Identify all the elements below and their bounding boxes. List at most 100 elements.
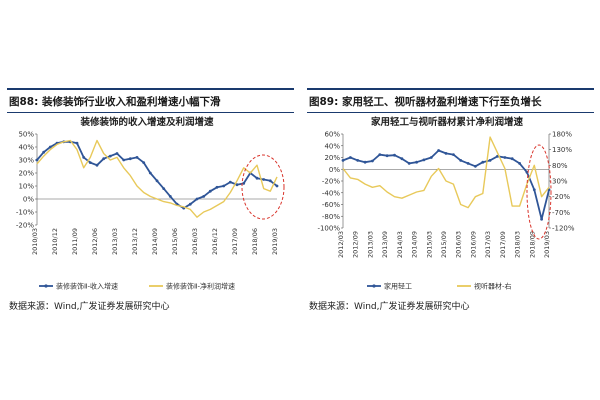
- y-tick-label: -20%: [16, 222, 34, 230]
- data-point: [168, 195, 172, 198]
- x-tick-label: 2019/03: [271, 228, 279, 255]
- x-tick-label: 2014/09: [411, 231, 419, 258]
- data-point: [378, 153, 382, 156]
- x-tick-label: 2012/06: [91, 228, 99, 255]
- legend-label: 家用轻工: [384, 282, 412, 291]
- y-tick-label: -100%: [317, 225, 340, 233]
- figure-89-title: 家用轻工、视听器材盈利增速下行至负增长: [341, 96, 542, 108]
- figure-88-source: 数据来源：Wind,广发证券发展研究中心: [9, 302, 170, 312]
- legend-label: 视听器材-右: [474, 282, 512, 291]
- x-tick-label: 2013/03: [366, 231, 374, 258]
- data-point: [48, 145, 52, 149]
- y2-tick-label: -20%: [552, 193, 570, 201]
- data-point: [135, 156, 139, 159]
- highlight-circle: [241, 154, 285, 220]
- figure-89-heading: 图89: 家用轻工、视听器材盈利增速下行至负增长: [309, 94, 541, 109]
- figure-88-heading: 图88: 装修装饰行业收入和盈利增速小幅下滑: [9, 94, 220, 109]
- figure-88-title: 装修装饰行业收入和盈利增速小幅下滑: [41, 96, 221, 108]
- figure-89-source: 数据来源：Wind,广发证券发展研究中心: [309, 302, 470, 312]
- data-point: [510, 157, 514, 161]
- data-point: [208, 189, 212, 193]
- data-point: [268, 179, 272, 183]
- data-point: [437, 149, 440, 152]
- data-point: [466, 162, 470, 165]
- data-point: [407, 162, 411, 165]
- data-point: [262, 178, 266, 181]
- x-tick-label: 2018/06: [251, 228, 259, 255]
- data-point: [142, 161, 146, 164]
- x-tick-label: 2010/12: [51, 228, 59, 255]
- data-point: [148, 171, 152, 175]
- x-tick-label: 2018/09: [528, 231, 536, 258]
- x-tick-label: 2012/09: [352, 231, 360, 258]
- data-point: [488, 159, 492, 162]
- data-point: [452, 153, 455, 156]
- chart-title: 装修装饰的收入增速及利润增速: [79, 116, 214, 128]
- data-point: [393, 153, 396, 157]
- data-point: [255, 176, 259, 180]
- y-tick-label: 50%: [18, 131, 34, 139]
- series-line: [342, 149, 550, 221]
- x-tick-label: 2016/09: [469, 231, 477, 258]
- x-tick-label: 2011/09: [71, 228, 79, 255]
- figure-88-label: 图88:: [9, 96, 39, 108]
- data-point: [108, 154, 112, 158]
- data-point: [42, 150, 46, 154]
- data-point: [518, 162, 521, 165]
- x-tick-label: 2014/09: [151, 228, 159, 255]
- y-tick-label: 40%: [18, 144, 34, 152]
- data-point: [385, 154, 389, 158]
- data-point: [35, 158, 39, 162]
- data-point: [115, 152, 119, 155]
- data-point: [422, 158, 426, 162]
- data-point: [356, 159, 360, 162]
- data-point: [415, 160, 418, 164]
- x-tick-label: 2017/03: [484, 231, 492, 258]
- x-tick-label: 2012/03: [337, 231, 345, 258]
- x-tick-label: 2013/09: [381, 231, 389, 258]
- y-tick-label: -20%: [322, 178, 340, 186]
- data-point: [88, 161, 92, 164]
- data-point: [222, 184, 226, 188]
- figure-88-panel: 图88: 装修装饰行业收入和盈利增速小幅下滑 装修装饰的收入增速及利润增速 50…: [7, 88, 294, 320]
- data-point: [155, 179, 159, 183]
- y-tick-label: 20%: [18, 170, 34, 178]
- chart-title: 家用轻工与视听器材累计净利润增速: [371, 116, 524, 128]
- data-point: [503, 156, 507, 159]
- data-point: [349, 156, 352, 159]
- y-tick-label: 60%: [324, 131, 340, 139]
- data-point: [371, 159, 374, 163]
- x-tick-label: 2016/03: [455, 231, 463, 258]
- y2-tick-label: -70%: [552, 209, 570, 217]
- data-point: [82, 156, 86, 159]
- data-point: [162, 187, 166, 190]
- data-point: [363, 160, 367, 164]
- data-point: [202, 195, 206, 198]
- y-tick-label: -40%: [322, 189, 340, 197]
- y-tick-label: 20%: [324, 154, 340, 162]
- y-tick-label: 40%: [324, 142, 340, 150]
- y-tick-label: -80%: [322, 213, 340, 221]
- data-point: [275, 184, 279, 188]
- legend-marker: [44, 284, 48, 288]
- series-line: [36, 140, 278, 209]
- figure-89-label: 图89:: [309, 96, 339, 108]
- y-tick-label: 10%: [18, 183, 34, 191]
- figure-88-header: 图88: 装修装饰行业收入和盈利增速小幅下滑: [7, 88, 294, 113]
- highlight-circle: [526, 144, 552, 240]
- y2-tick-label: -120%: [552, 225, 575, 233]
- data-point: [215, 185, 219, 189]
- legend-label: 装修装饰Ⅱ-收入增速: [56, 282, 118, 291]
- data-point: [195, 197, 199, 201]
- data-point: [525, 170, 529, 174]
- data-point: [128, 157, 132, 161]
- data-point: [444, 152, 448, 155]
- y-tick-label: 0%: [329, 166, 340, 174]
- x-tick-label: 2015/03: [425, 231, 433, 258]
- data-point: [429, 156, 433, 159]
- x-tick-label: 2010/03: [31, 228, 39, 255]
- net-profit-growth-chart: 家用轻工与视听器材累计净利润增速 60% 40% 20% 0% -20% -40% -60%…: [317, 116, 575, 291]
- data-point: [474, 164, 477, 168]
- data-point: [540, 217, 543, 221]
- y-tick-label: -10%: [16, 209, 34, 217]
